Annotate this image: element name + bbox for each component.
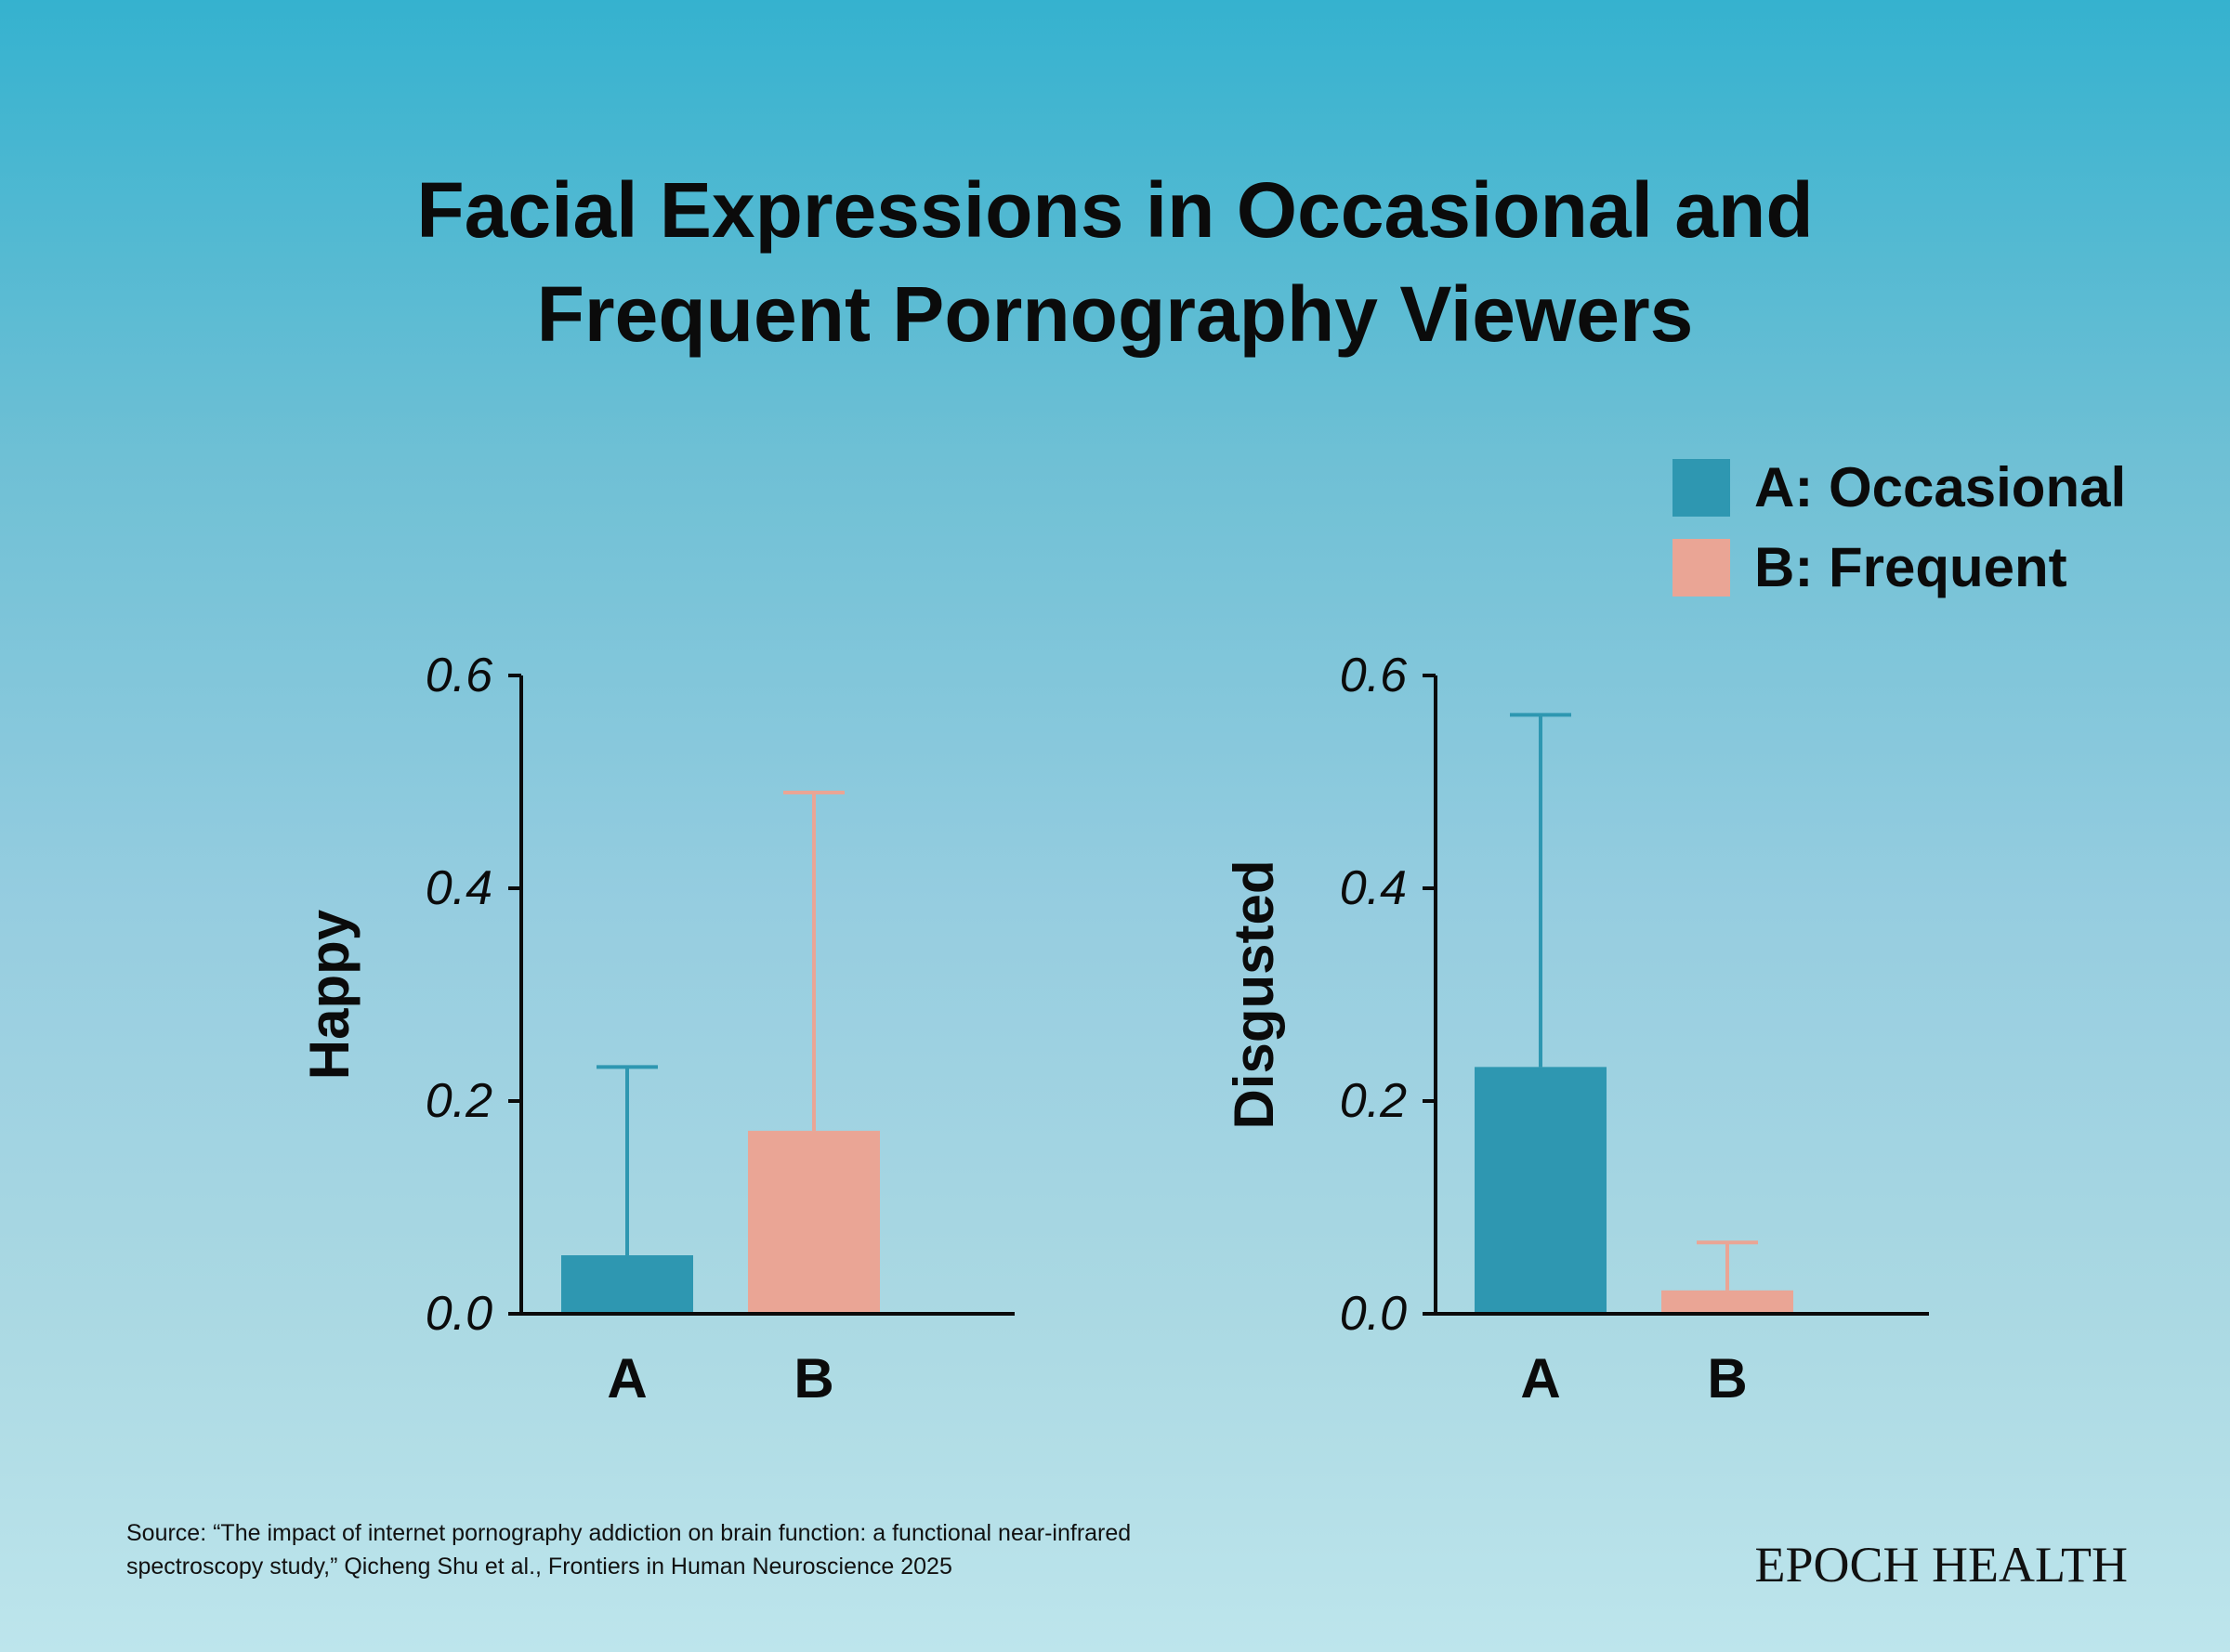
chart-1-y-tick-label: 0.6 [426,649,492,702]
chart-title: Facial Expressions in Occasional and Fre… [0,158,2230,366]
source-line-2: spectroscopy study,” Qicheng Shu et al.,… [126,1554,952,1580]
chart-2-y-tick-label: 0.4 [1340,861,1407,915]
chart-1-y-axis-label: Happy [298,909,361,1080]
epoch-health-logo: EPOCH HEALTH [1754,1537,2128,1593]
chart-2-bar-a [1475,1067,1607,1312]
chart-1-bar-a [561,1255,693,1312]
chart-1-y-tick-label: 0.2 [426,1074,492,1128]
chart-2-category-label-a: A [1520,1347,1560,1409]
chart-2-bar-b [1661,1290,1793,1312]
chart-2-category-label-b: B [1707,1347,1747,1409]
chart-title-line-2: Frequent Pornography Viewers [536,270,1694,358]
chart-2-y-axis-label: Disgusted [1223,859,1285,1129]
chart-2-y-tick-label: 0.6 [1340,649,1407,702]
legend-swatch-frequent [1672,539,1730,597]
chart-1-category-label-b: B [794,1347,833,1409]
legend-item-occasional: A: Occasional [1672,456,2193,518]
chart-title-line-1: Facial Expressions in Occasional and [416,166,1814,254]
chart-1-bar-b [748,1131,880,1312]
chart-2-y-tick-label: 0.2 [1340,1074,1407,1128]
chart-1-y-tick-label: 0.4 [426,861,492,915]
chart-2-y-tick-label: 0.0 [1340,1287,1407,1341]
chart-1-category-label-a: A [607,1347,647,1409]
chart-1-y-tick-label: 0.0 [426,1287,492,1341]
legend-item-frequent: B: Frequent [1672,536,2193,598]
legend-label-occasional: A: Occasional [1754,456,2127,518]
legend-label-frequent: B: Frequent [1754,536,2067,598]
source-line-1: Source: “The impact of internet pornogra… [126,1520,1132,1546]
source-note: Source: “The impact of internet pornogra… [126,1516,1334,1583]
legend-swatch-occasional [1672,459,1730,517]
legend: A: Occasional B: Frequent [1672,457,2193,606]
